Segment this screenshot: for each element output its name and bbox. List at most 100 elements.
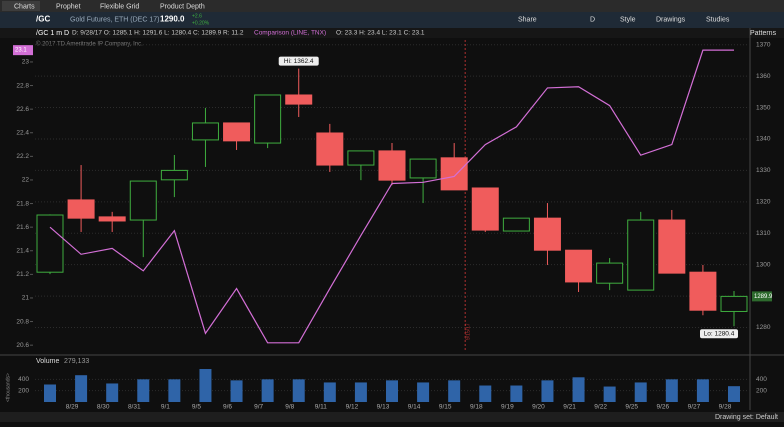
candle-body — [378, 150, 406, 181]
x-tick-label: 9/12 — [346, 404, 359, 411]
volume-label: Volume — [36, 358, 59, 365]
x-tick-label: 9/1 — [161, 404, 170, 411]
toolbar-button[interactable]: Drawings — [656, 16, 686, 23]
candle-body — [440, 157, 468, 191]
tab[interactable]: Product Depth — [160, 3, 205, 10]
x-tick-label: 8/30 — [97, 404, 110, 411]
volume-bar — [230, 380, 243, 402]
x-tick-label: 9/22 — [594, 404, 607, 411]
last-tag: 1289.9 — [754, 294, 773, 300]
candle-body — [36, 214, 64, 273]
volume-bar — [541, 380, 554, 402]
y-tick-label: 1370 — [756, 41, 771, 48]
candle-body — [533, 217, 561, 251]
date-marker-label: 9/15/17 — [466, 323, 472, 340]
volume-bar — [168, 379, 181, 402]
tab-active — [2, 1, 40, 11]
y2-tick-label: 21.2 — [16, 271, 29, 278]
y-tick-label: 1310 — [756, 230, 771, 237]
candle-body — [720, 295, 748, 312]
volume-bar — [106, 383, 119, 402]
y2-tick-label: 21 — [22, 295, 30, 302]
y2-tick-label: 21.8 — [16, 200, 29, 207]
x-tick-label: 9/20 — [532, 404, 545, 411]
volume-bar — [510, 385, 523, 402]
y2-tick-label: 22.2 — [16, 153, 29, 160]
volume-bar — [728, 386, 740, 402]
tab[interactable]: Flexible Grid — [100, 3, 139, 10]
volume-bar — [323, 382, 336, 402]
x-tick-label: 9/19 — [501, 404, 514, 411]
study-symbol: /GC 1 m D — [36, 30, 69, 37]
comparison-tag: 23.1 — [15, 48, 27, 54]
volume-bar — [386, 380, 398, 402]
candle-body — [658, 219, 686, 274]
volume-value: 279,133 — [64, 358, 89, 365]
description: Gold Futures, ETH (DEC 17) — [70, 16, 159, 23]
candle-body — [285, 94, 313, 105]
candle-body — [627, 219, 655, 291]
copyright: © 2017 TD Ameritrade IP Company, Inc. — [36, 41, 143, 48]
toolbar-button[interactable]: D — [590, 16, 595, 23]
tab[interactable]: Prophet — [56, 3, 81, 10]
change-pct: +0.20% — [192, 20, 210, 26]
volume-bar — [572, 377, 585, 402]
volume-bar — [479, 385, 492, 402]
volume-tick-label-right: 200 — [756, 387, 767, 394]
symbol[interactable]: /GC — [36, 15, 50, 24]
volume-bar — [354, 382, 367, 402]
x-tick-label: 9/28 — [719, 404, 732, 411]
volume-bar — [137, 379, 150, 402]
comparison-line — [49, 49, 734, 344]
x-tick-label: 9/11 — [315, 404, 328, 411]
x-tick-label: 9/25 — [625, 404, 638, 411]
y2-tick-label: 21.6 — [16, 224, 29, 231]
y2-tick-label: 22.6 — [16, 106, 29, 113]
lo-box — [700, 329, 738, 339]
header-bar — [0, 28, 784, 38]
toolbar-button[interactable]: Patterns — [750, 30, 777, 37]
volume-tick-label: 200 — [18, 387, 29, 394]
toolbar-button[interactable]: Style — [620, 16, 636, 23]
x-tick-label: 9/5 — [192, 404, 201, 411]
comparison-ohlc: O: 23.3 H: 23.4 L: 23.1 C: 23.1 — [336, 30, 425, 37]
candle-body — [565, 249, 593, 283]
hi-label: Hi: 1362.4 — [284, 58, 314, 65]
toolbar-button[interactable]: Share — [518, 16, 537, 23]
candle-body — [471, 187, 499, 231]
ohlc: D: 9/28/17 O: 1285.1 H: 1291.6 L: 1280.4… — [72, 30, 244, 37]
x-tick-label: 9/6 — [223, 404, 232, 411]
toolbar-button[interactable]: Studies — [706, 16, 730, 23]
tab[interactable]: Charts — [14, 3, 35, 10]
lo-label: Lo: 1280.4 — [704, 330, 735, 337]
y-tick-label: 1300 — [756, 261, 771, 268]
candle-body — [347, 150, 375, 166]
x-tick-label: 9/27 — [688, 404, 701, 411]
y2-tick-label: 20.6 — [16, 342, 29, 349]
x-tick-label: 9/26 — [656, 404, 669, 411]
status-bar — [0, 412, 784, 422]
volume-bar — [665, 379, 678, 402]
toolbar — [0, 12, 784, 28]
tab-bar — [0, 0, 784, 12]
volume-bar — [292, 379, 305, 402]
volume-bar — [417, 382, 430, 402]
x-tick-label: 9/7 — [254, 404, 263, 411]
volume-bar — [199, 369, 212, 402]
x-tick-label: 8/29 — [66, 404, 79, 411]
x-tick-label: 9/21 — [563, 404, 576, 411]
x-tick-label: 9/13 — [377, 404, 390, 411]
candle-body — [254, 94, 282, 144]
last-price: 1290.0 — [160, 15, 185, 24]
y2-tick-label: 22 — [22, 177, 30, 184]
comparison: Comparison (LINE, TNX) — [254, 30, 326, 37]
x-tick-label: 9/8 — [285, 404, 294, 411]
volume-bar — [634, 382, 647, 402]
y-tick-label: 1340 — [756, 136, 771, 143]
volume-bar — [44, 384, 56, 402]
candle-body — [502, 217, 530, 232]
y-tick-label: 1320 — [756, 199, 771, 206]
volume-axis-label: <thousands> — [5, 373, 11, 402]
status: Drawing set: Default — [715, 414, 778, 421]
